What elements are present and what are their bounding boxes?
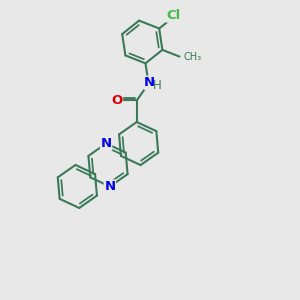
Text: N: N [100,137,112,150]
Text: N: N [104,180,116,193]
Text: CH₃: CH₃ [184,52,202,61]
Text: H: H [153,79,161,92]
Text: N: N [144,76,155,89]
Text: Cl: Cl [167,9,181,22]
Text: O: O [111,94,122,107]
